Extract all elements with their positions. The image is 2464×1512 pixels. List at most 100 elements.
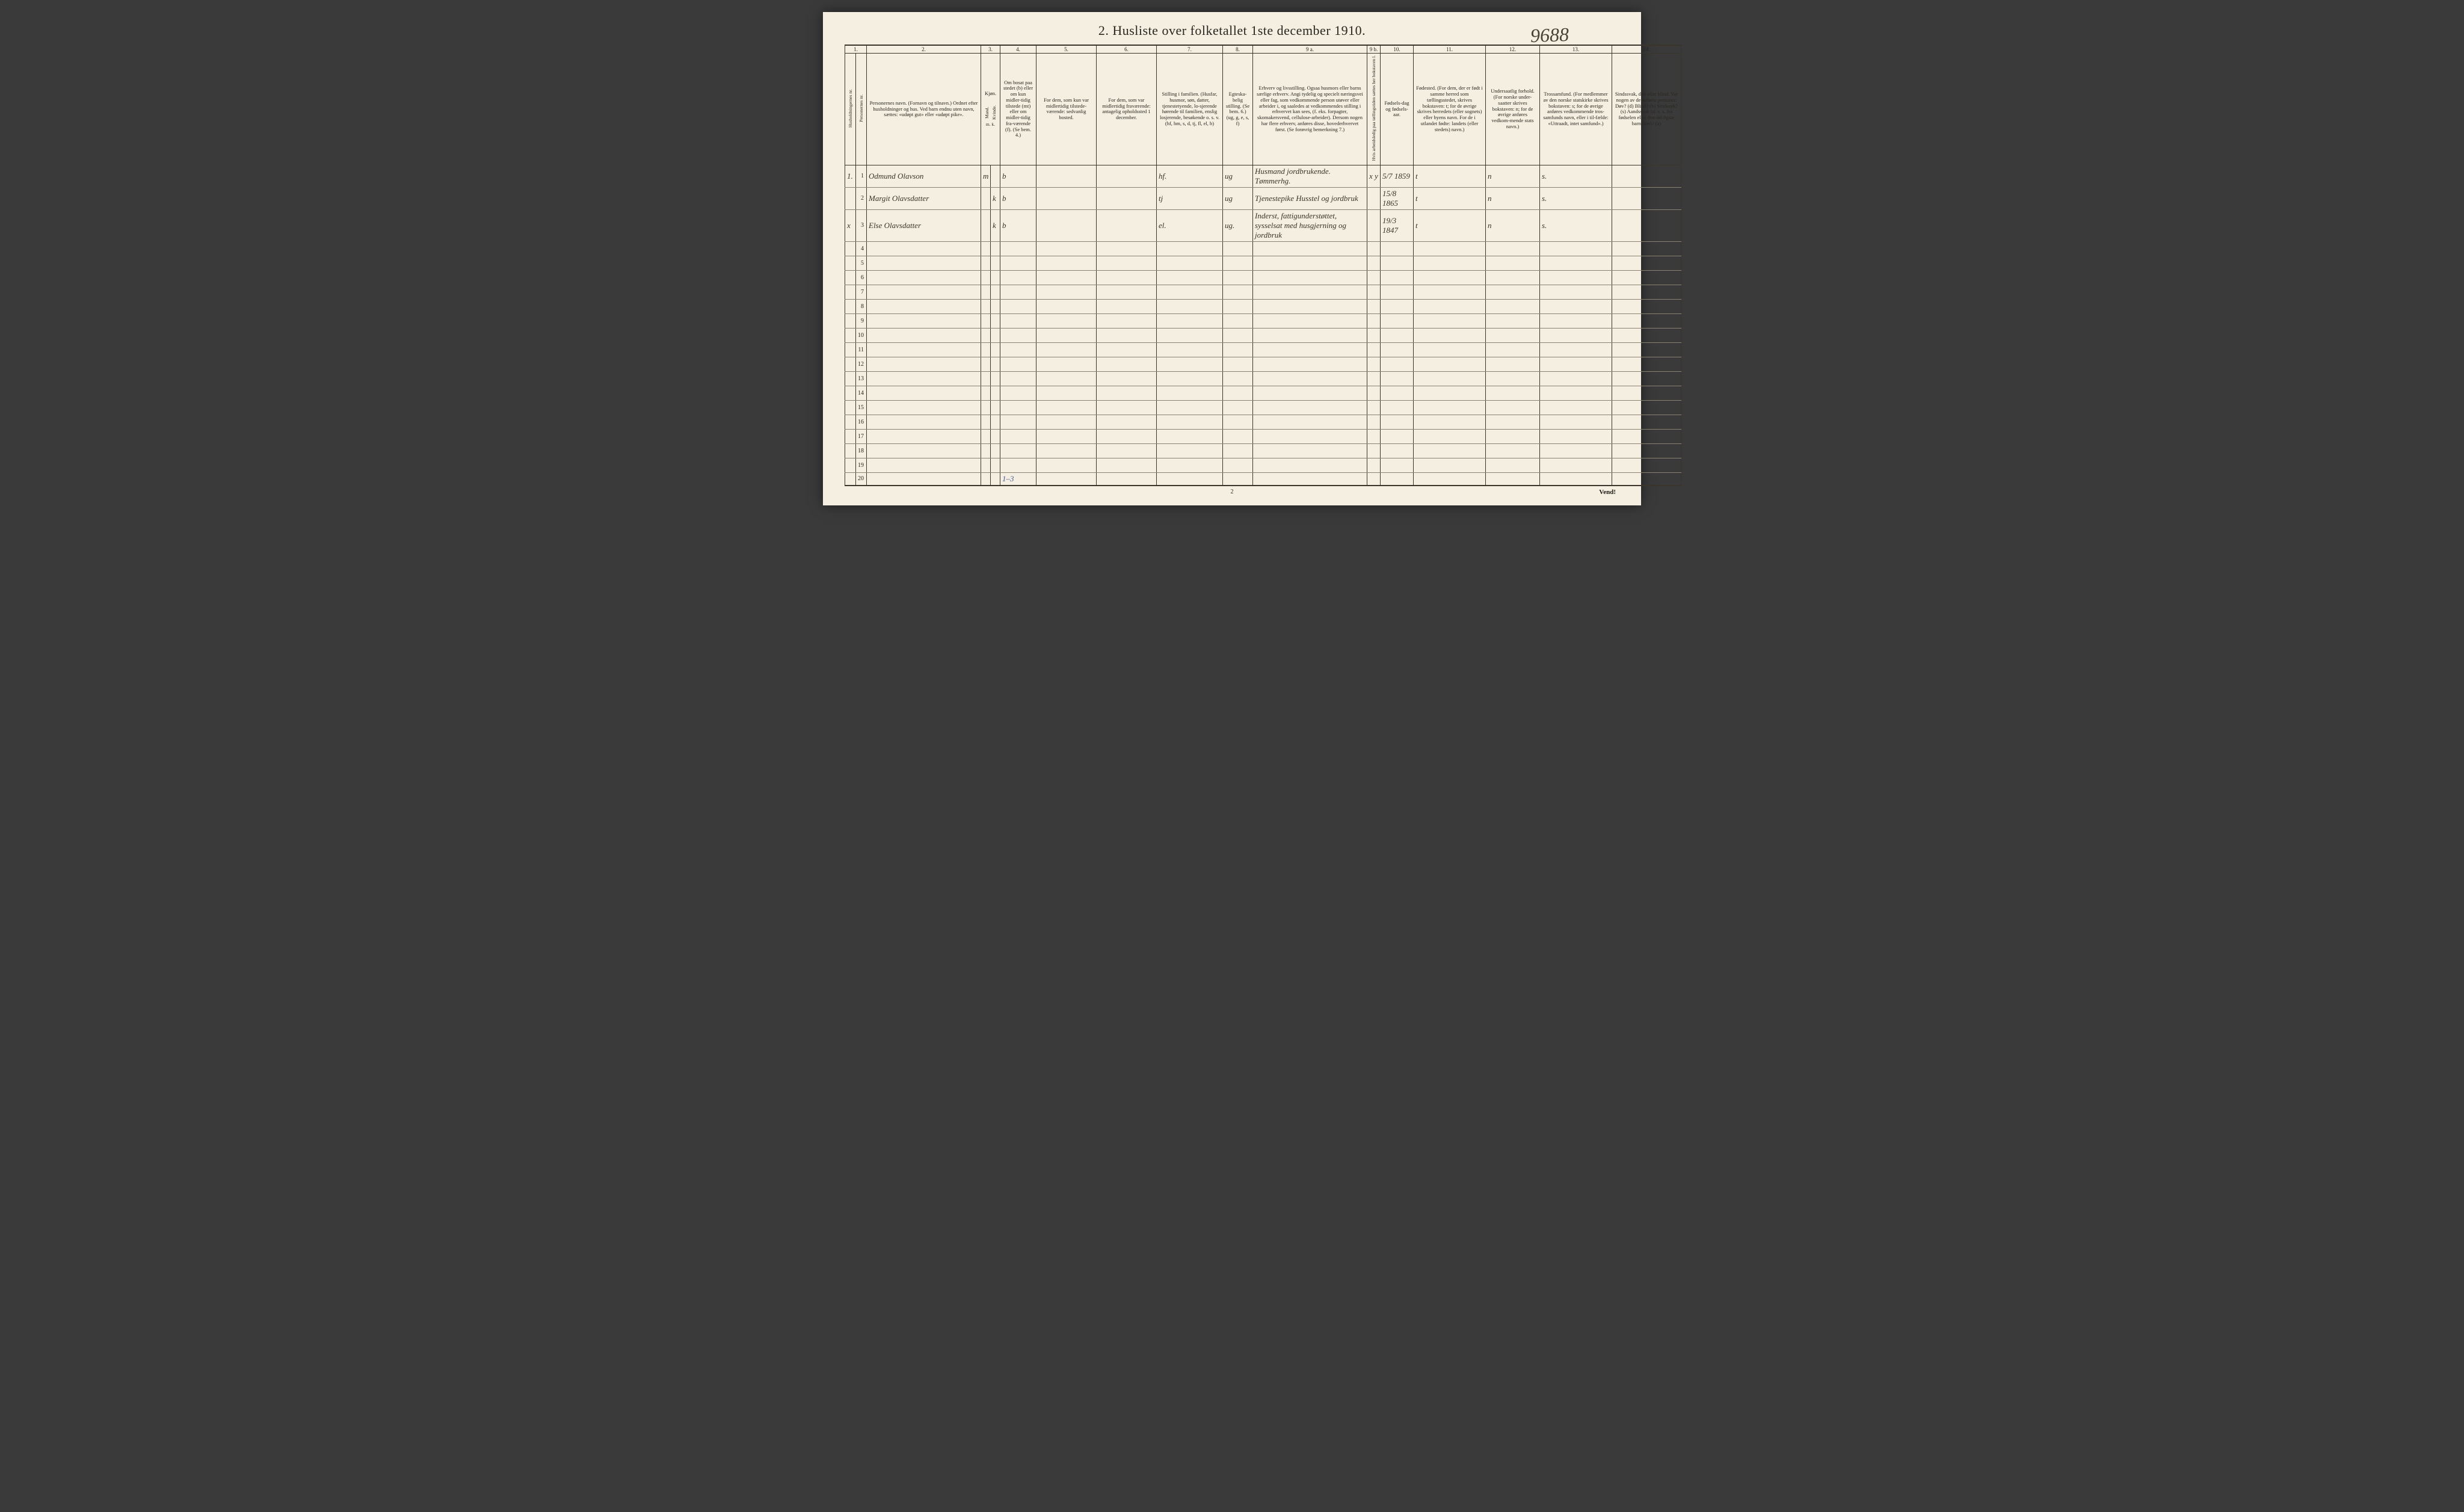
cell-empty [1414,270,1486,285]
cell-temp-absent [1097,209,1157,241]
cell-empty [1381,443,1414,458]
cell-empty [1000,299,1036,313]
cell-empty [1612,241,1681,256]
cell-person-nr: 8 [856,299,867,313]
cell-household [845,313,856,328]
cell-empty [1612,256,1681,270]
cell-empty [1381,415,1414,429]
cell-empty [1612,285,1681,299]
cell-empty [1414,415,1486,429]
cell-empty [981,400,991,415]
cell-empty [1223,357,1253,371]
cell-empty [1367,443,1381,458]
hdr-unemployed: Hvis arbeidsledig paa tællingstiden sætt… [1367,54,1381,165]
cell-empty [1157,342,1223,357]
cell-empty [1486,241,1540,256]
cell-person-nr: 9 [856,313,867,328]
colnum-9a: 9 a. [1253,45,1367,54]
cell-empty [1540,415,1612,429]
cell-empty [1540,429,1612,443]
cell-empty [991,357,1000,371]
colnum-10: 10. [1381,45,1414,54]
cell-empty [1036,458,1097,472]
cell-empty [1036,415,1097,429]
cell-empty [1036,371,1097,386]
cell-empty [1097,342,1157,357]
cell-empty [1381,400,1414,415]
cell-empty [991,386,1000,400]
cell-empty [991,241,1000,256]
cell-empty [1157,371,1223,386]
cell-empty [981,299,991,313]
cell-empty [1157,270,1223,285]
cell-household [845,187,856,209]
cell-empty [1612,357,1681,371]
cell-female [991,165,1000,187]
cell-person-nr: 3 [856,209,867,241]
cell-empty [1097,270,1157,285]
cell-household [845,429,856,443]
cell-empty [991,270,1000,285]
cell-person-nr: 10 [856,328,867,342]
cell-residence: b [1000,187,1036,209]
hdr-family-position: Stilling i familien. (Husfar, husmor, sø… [1157,54,1223,165]
cell-empty [1000,342,1036,357]
cell-person-nr: 4 [856,241,867,256]
cell-empty [1540,299,1612,313]
cell-empty [1097,285,1157,299]
cell-empty [1223,443,1253,458]
cell-empty [981,415,991,429]
cell-empty [1612,371,1681,386]
cell-empty [1486,342,1540,357]
cell-empty [981,371,991,386]
table-row: 19 [845,458,1681,472]
hdr-occupation: Erhverv og livsstilling. Ogsaa husmors e… [1253,54,1367,165]
hdr-birthplace: Fødested. (For dem, der er født i samme … [1414,54,1486,165]
colnum-14: 14. [1612,45,1681,54]
cell-empty [1540,400,1612,415]
cell-empty [1486,400,1540,415]
cell-religion: s. [1540,187,1612,209]
cell-empty [1157,458,1223,472]
cell-empty [1036,443,1097,458]
header-row: Husholdningernes nr. Personernes nr. Per… [845,54,1681,165]
cell-empty [991,472,1000,486]
cell-religion: s. [1540,209,1612,241]
cell-empty [1612,328,1681,342]
cell-empty [1097,429,1157,443]
colnum-4: 4. [1000,45,1036,54]
cell-empty [1612,429,1681,443]
cell-empty [1097,472,1157,486]
cell-empty [1540,443,1612,458]
cell-empty [991,299,1000,313]
cell-occupation: Tjenestepike Husstel og jordbruk [1253,187,1367,209]
cell-empty [1540,371,1612,386]
cell-family: el. [1157,209,1223,241]
table-row: 201–3 [845,472,1681,486]
cell-person-nr: 16 [856,415,867,429]
cell-empty [1414,472,1486,486]
cell-empty [1486,256,1540,270]
cell-marital: ug [1223,187,1253,209]
cell-empty [1097,371,1157,386]
cell-empty [1367,472,1381,486]
cell-empty [1253,429,1367,443]
cell-empty [1540,342,1612,357]
cell-empty [991,328,1000,342]
corner-annotation: 9688 [1530,23,1569,47]
cell-empty [1223,371,1253,386]
cell-empty [867,386,981,400]
cell-empty [1223,415,1253,429]
cell-empty [1223,299,1253,313]
cell-empty [1540,256,1612,270]
cell-empty [1486,328,1540,342]
cell-empty [1486,472,1540,486]
table-row: 1.1Odmund Olavsonmbhf.ugHusmand jordbruk… [845,165,1681,187]
colnum-9b: 9 b. [1367,45,1381,54]
cell-family: hf. [1157,165,1223,187]
cell-empty [867,256,981,270]
cell-empty [1381,371,1414,386]
cell-empty [1367,256,1381,270]
cell-empty [1223,386,1253,400]
cell-empty [1036,299,1097,313]
